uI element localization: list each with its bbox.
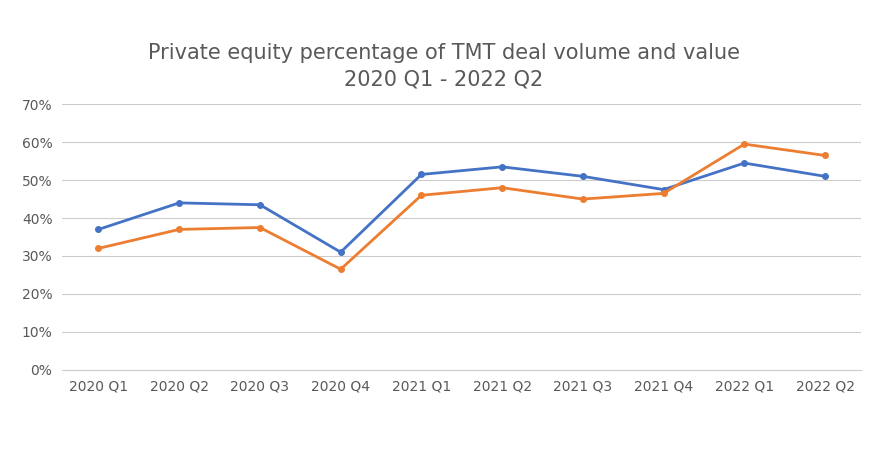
Line: PE % of total TMT deal volume: PE % of total TMT deal volume (96, 160, 828, 255)
PE % of total TMT deal value (820, 153, 830, 158)
PE % of total TMT deal value (496, 185, 507, 191)
PE % of total TMT deal volume (416, 172, 427, 177)
PE % of total TMT deal value (577, 196, 588, 202)
PE % of total TMT deal value (416, 192, 427, 198)
PE % of total TMT deal value (739, 141, 749, 147)
PE % of total TMT deal volume (658, 187, 669, 192)
PE % of total TMT deal volume (820, 173, 830, 179)
PE % of total TMT deal value (255, 225, 266, 230)
PE % of total TMT deal volume (93, 227, 104, 232)
PE % of total TMT deal volume (255, 202, 266, 208)
PE % of total TMT deal value (658, 191, 669, 196)
PE % of total TMT deal volume (577, 173, 588, 179)
PE % of total TMT deal volume (336, 249, 346, 255)
PE % of total TMT deal value (336, 266, 346, 272)
Line: PE % of total TMT deal value: PE % of total TMT deal value (96, 141, 828, 272)
PE % of total TMT deal value (174, 227, 185, 232)
PE % of total TMT deal volume (739, 160, 749, 166)
Text: Private equity percentage of TMT deal volume and value
2020 Q1 - 2022 Q2: Private equity percentage of TMT deal vo… (148, 43, 740, 89)
PE % of total TMT deal value (93, 246, 104, 251)
PE % of total TMT deal volume (496, 164, 507, 170)
PE % of total TMT deal volume (174, 200, 185, 206)
